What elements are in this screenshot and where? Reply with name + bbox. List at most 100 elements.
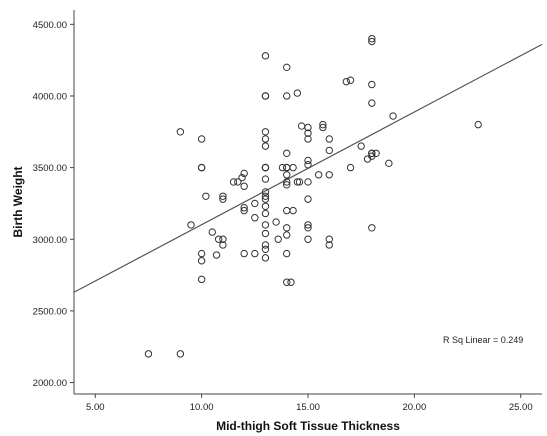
data-point [283, 149, 291, 157]
data-point [283, 249, 291, 258]
data-point [272, 218, 280, 226]
data-point [251, 249, 259, 258]
x-tick-label: 15.00 [296, 402, 320, 413]
data-point [197, 135, 206, 143]
data-point [304, 178, 312, 186]
data-point [304, 195, 312, 203]
data-point [261, 254, 270, 262]
x-tick-label: 5.00 [86, 402, 105, 413]
data-point [219, 235, 227, 243]
data-point [251, 199, 259, 208]
data-point [144, 350, 153, 358]
data-point [283, 278, 291, 286]
data-point [474, 120, 482, 129]
data-point [304, 135, 312, 143]
data-point [234, 178, 242, 186]
data-point [219, 195, 227, 203]
data-point [176, 350, 185, 358]
data-point [287, 278, 295, 286]
data-points [144, 34, 482, 358]
data-point [304, 221, 312, 229]
data-point [261, 175, 270, 183]
data-point [304, 224, 312, 232]
y-tick-label: 3500.00 [33, 163, 67, 174]
data-point [214, 235, 223, 243]
data-point [325, 235, 333, 243]
y-tick-label: 4000.00 [33, 91, 67, 102]
data-point [304, 161, 312, 169]
x-tick-label: 20.00 [402, 402, 426, 413]
data-point [219, 241, 227, 249]
data-point [261, 192, 270, 200]
data-point [240, 182, 248, 190]
data-point [261, 142, 270, 150]
x-tick-label: 10.00 [190, 402, 214, 413]
data-point [325, 241, 333, 249]
data-point [293, 89, 302, 97]
data-point [304, 123, 312, 132]
data-point [289, 163, 297, 172]
data-point [261, 221, 270, 229]
y-tick-label: 2000.00 [33, 378, 67, 389]
data-point [212, 251, 221, 259]
data-point [261, 52, 270, 60]
data-point [197, 275, 206, 284]
data-point [261, 209, 270, 218]
data-point [314, 171, 323, 179]
data-point [261, 128, 270, 136]
data-point [202, 192, 210, 200]
y-tick-label: 2500.00 [33, 306, 67, 317]
data-point [261, 163, 270, 172]
y-tick-label: 4500.00 [33, 20, 67, 31]
data-point [283, 63, 291, 72]
data-point [289, 206, 297, 215]
data-point [208, 228, 216, 236]
data-point [357, 142, 365, 150]
data-point [368, 224, 376, 232]
data-point [346, 76, 355, 84]
x-axis: 5.00 10.00 15.00 20.00 25.00 [86, 394, 533, 413]
y-axis: 2000.00 2500.00 3000.00 3500.00 4000.00 4500.… [33, 20, 74, 389]
y-tick-label: 3000.00 [33, 235, 67, 246]
data-point [278, 163, 287, 172]
data-point [295, 178, 304, 186]
data-point [283, 171, 291, 179]
data-point [251, 214, 259, 222]
data-point [368, 37, 376, 46]
data-point [304, 129, 312, 137]
data-point [261, 202, 270, 210]
data-point [363, 155, 372, 163]
data-point [283, 181, 291, 189]
data-point [293, 178, 302, 186]
data-point [346, 163, 355, 172]
data-point [240, 204, 248, 212]
data-point [368, 149, 376, 157]
data-point [319, 123, 327, 132]
data-point [342, 77, 350, 86]
data-point [176, 128, 185, 136]
data-point [304, 235, 312, 243]
data-point [283, 224, 291, 232]
data-point [261, 188, 270, 196]
data-point [261, 241, 270, 249]
data-point [261, 135, 270, 143]
data-point [240, 249, 248, 258]
data-point [385, 159, 393, 168]
data-point [283, 92, 291, 100]
data-point [261, 229, 270, 238]
data-point [325, 135, 333, 143]
data-point [187, 221, 195, 229]
data-point [240, 206, 248, 215]
x-axis-title: Mid-thigh Soft Tissue Thickness [216, 419, 400, 433]
data-point [372, 149, 380, 157]
data-point [368, 34, 376, 43]
data-point [274, 235, 282, 243]
r-squared-annotation: R Sq Linear = 0.249 [443, 335, 523, 345]
data-point [319, 120, 327, 129]
data-point [261, 92, 270, 100]
data-point [261, 245, 270, 253]
data-point [261, 195, 270, 203]
data-point [389, 112, 397, 120]
x-tick-label: 25.00 [509, 402, 533, 413]
